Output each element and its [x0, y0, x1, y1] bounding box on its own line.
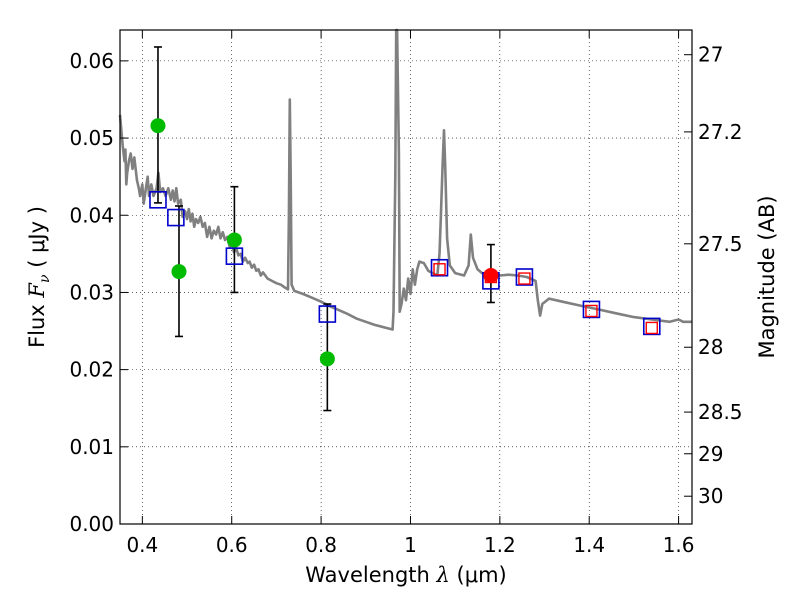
model-photometry-inner-square [585, 304, 598, 318]
model-photometry-inner-square [645, 321, 658, 335]
y-right-tick-label: 28.5 [698, 400, 743, 424]
y-tick-label: 0.01 [69, 435, 114, 459]
ticks: 0.4 0.6 0.8 1 1.2 1.4 1.6 0.00 0.01 0.02 0.03 0.04 0… [69, 30, 743, 557]
x-axis-title: Wavelength λ (μm) [305, 563, 506, 587]
observed-photometry-point [319, 351, 335, 367]
model-photometry-square [642, 317, 661, 336]
observed-photometry-point [226, 232, 242, 248]
x-tick-label: 1.4 [573, 533, 605, 557]
model-photometry-inner-square [484, 270, 498, 284]
y-tick-label: 0.05 [69, 126, 114, 150]
y-right-axis-title: Magnitude (AB) [755, 195, 779, 358]
y-tick-label: 0.02 [69, 358, 114, 382]
model-photometry-square [582, 300, 601, 319]
series-layer [118, 28, 692, 412]
y-right-tick-label: 30 [698, 484, 723, 508]
x-tick-label: 0.4 [126, 533, 158, 557]
x-tick-label: 1.2 [484, 533, 516, 557]
y-tick-label: 0.06 [69, 49, 114, 73]
model-photometry-square [149, 191, 167, 209]
observed-photometry-point [150, 118, 166, 134]
y-right-tick-label: 27.5 [698, 232, 743, 256]
model-photometry-inner-square [518, 272, 531, 285]
y-tick-label: 0.04 [69, 203, 114, 227]
y-tick-label: 0.03 [69, 280, 114, 304]
plot-frame [119, 29, 693, 525]
x-tick-label: 0.8 [305, 533, 337, 557]
y-right-tick-label: 28 [698, 335, 723, 359]
model-photometry-square [430, 258, 449, 277]
y-right-tick-label: 27 [698, 43, 723, 67]
y-right-tick-label: 27.2 [698, 120, 743, 144]
model-photometry-square [167, 208, 185, 227]
model-photometry-square [515, 268, 534, 286]
model-photometry-square [318, 305, 337, 323]
observed-photometry-point [171, 264, 187, 280]
x-tick-label: 0.6 [216, 533, 248, 557]
y-right-tick-label: 29 [698, 442, 723, 466]
x-tick-label: 1 [404, 533, 417, 557]
plot-area [120, 30, 692, 524]
model-photometry-inner-square [433, 263, 446, 276]
y-tick-label: 0.00 [69, 512, 114, 536]
model-photometry-square [225, 247, 244, 265]
y-axis-title: Flux Fν ( μJy ) [25, 206, 53, 348]
x-tick-label: 1.6 [663, 533, 695, 557]
